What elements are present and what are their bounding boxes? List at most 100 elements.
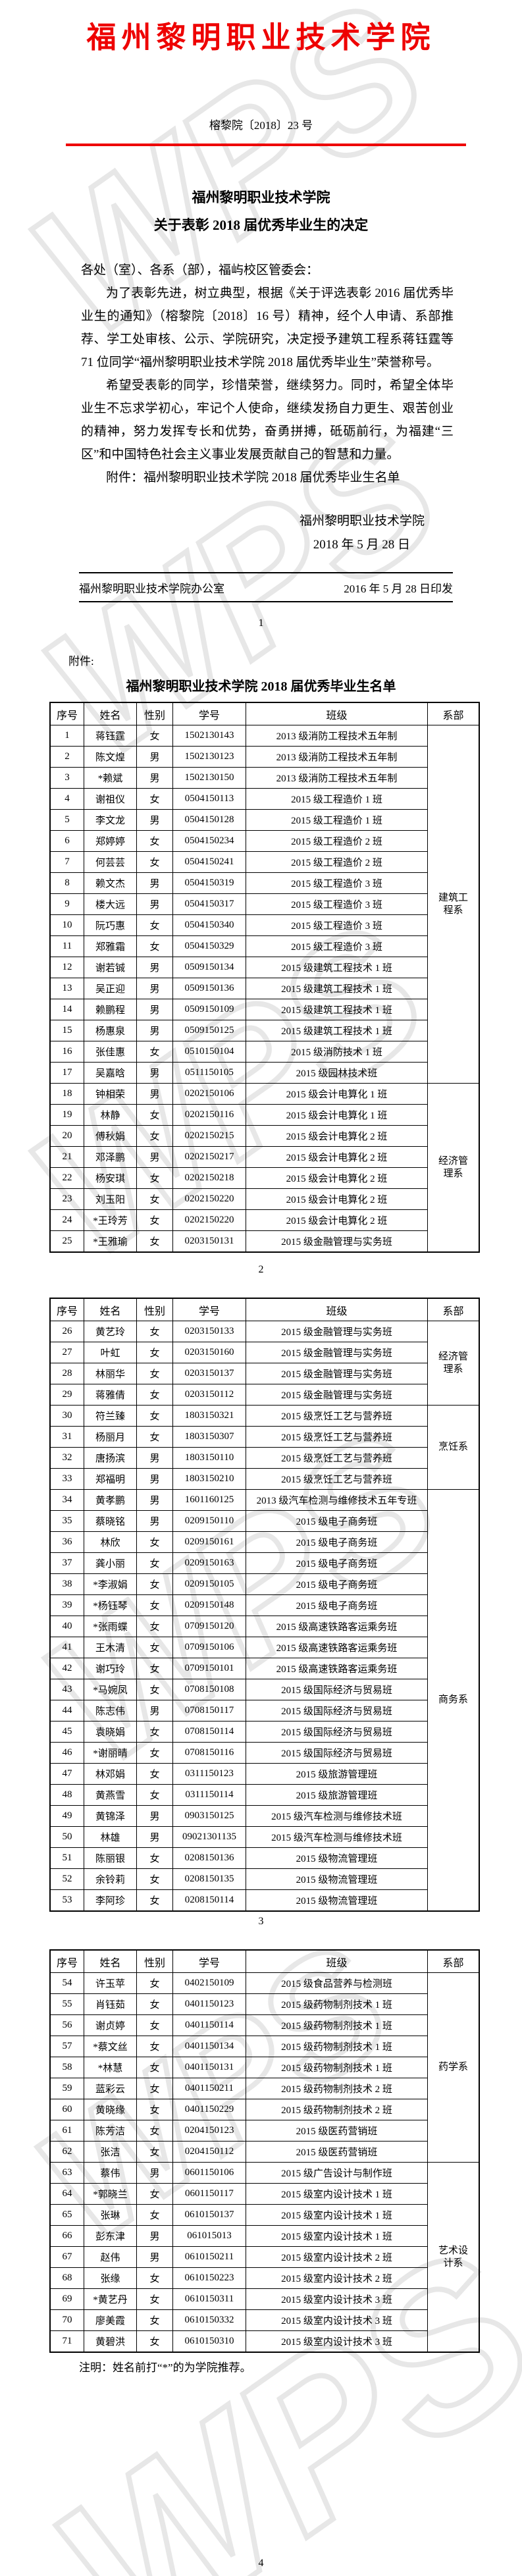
student-row: 23 刘玉阳女 0202150220 2015 级会计电算化 2 班 [49,1188,479,1210]
body-paragraph: 为了表彰先进，树立典型，根据《关于评选表彰 2016 届优秀毕业生的通知》（榕黎… [81,286,454,369]
student-row: 31 杨丽月女 1803150307 2015 级烹饪工艺与营养班 [49,1426,479,1448]
name-cell: 张琳 [84,2204,137,2226]
student-id-cell: 0504150319 [172,872,246,894]
student-id-cell: 0509150134 [172,957,246,978]
class-cell: 2013 级消防工程技术五年制 [246,746,428,768]
gender-cell: 男 [136,893,173,915]
name-cell: 钟相荣 [84,1083,137,1105]
department-cell: 艺术设计系 [427,2162,480,2353]
column-header: 系部 [427,1298,480,1321]
class-cell: 2015 级国际经济与贸易班 [246,1679,428,1700]
class-cell: 2013 级消防工程技术五年制 [246,767,428,789]
class-cell: 2015 级药物制剂技术 2 班 [246,2078,428,2099]
gender-cell: 男 [136,1510,173,1532]
student-row: 45 袁晓娟女 0708150114 2015 级国际经济与贸易班 [49,1721,479,1743]
seq-cell: 7 [49,851,84,873]
gender-cell: 女 [136,1552,173,1574]
column-header: 姓名 [84,702,137,725]
student-row: 8 赖文杰男 0504150319 2015 级工程造价 3 班 [49,872,479,894]
gender-cell: 男 [136,957,173,978]
name-cell: 谢若铖 [84,957,137,978]
class-cell: 2015 级高速铁路客运乘务班 [246,1637,428,1658]
class-cell: 2015 级烹饪工艺与营养班 [246,1426,428,1448]
gender-cell: 女 [136,788,173,810]
student-id-cell: 1502130143 [172,725,246,747]
page-number: 1 [258,618,264,629]
seq-cell: 44 [49,1700,84,1722]
seq-cell: 54 [49,1972,84,1994]
student-id-cell: 0601150117 [172,2183,246,2205]
student-row: 53 李阿珍女 0208150114 2015 级物流管理班 [49,1889,479,1912]
class-cell: 2015 级电子商务班 [246,1531,428,1553]
notice-body: 各处（室）、各系（部），福屿校区管委会： 为了表彰先进，树立典型，根据《关于评选… [81,259,454,489]
student-id-cell: 0709150101 [172,1658,246,1679]
student-id-cell: 0209150148 [172,1594,246,1616]
notice-title-line2: 关于表彰 2018 届优秀毕业生的决定 [153,217,369,233]
student-row: 55 肖钰茹女 0401150123 2015 级药物制剂技术 1 班 [49,1993,479,2015]
student-id-cell: 0208150114 [172,1889,246,1912]
seq-cell: 9 [49,893,84,915]
student-row: 62 张洁女 0204150112 2015 级医药营销班 [49,2141,479,2163]
seq-cell: 63 [49,2162,84,2184]
name-cell: 黄燕雪 [84,1784,137,1806]
gender-cell: 女 [136,1679,173,1700]
gender-cell: 男 [136,809,173,831]
class-cell: 2015 级会计电算化 2 班 [246,1209,428,1231]
student-id-cell: 0311150114 [172,1784,246,1806]
student-id-cell: 1803150210 [172,1468,246,1490]
name-cell: *赖斌 [84,767,137,789]
student-row: 70 廖美霞女 0610150332 2015 级室内设计技术 3 班 [49,2309,479,2331]
name-cell: *蔡文丝 [84,2036,137,2057]
seq-cell: 62 [49,2141,84,2163]
class-cell: 2015 级室内设计技术 3 班 [246,2288,428,2310]
column-header: 性别 [136,1949,173,1973]
column-header: 学号 [172,702,246,725]
name-cell: *黄艺丹 [84,2288,137,2310]
student-id-cell: 0601150106 [172,2162,246,2184]
gender-cell: 女 [136,1763,173,1785]
student-id-cell: 1803150307 [172,1426,246,1448]
student-id-cell: 1601160125 [172,1489,246,1511]
gender-cell: 男 [136,1062,173,1084]
class-cell: 2015 级室内设计技术 1 班 [246,2183,428,2205]
gender-cell: 女 [136,2099,173,2120]
student-row: 47 林邓娟女 0311150123 2015 级旅游管理班 [49,1763,479,1785]
student-row: 2 陈文煌男 1502130123 2013 级消防工程技术五年制 [49,746,479,768]
class-cell: 2015 级药物制剂技术 2 班 [246,2099,428,2120]
student-row: 54 许玉苹女 0402150109 2015 级食品营养与检测班 药学系 [49,1972,480,2163]
seq-cell: 70 [49,2309,84,2331]
body-paragraph: 希望受表彰的同学，珍惜荣誉，继续努力。同时，希望全体毕业生不忘求学初心，牢记个人… [81,379,454,461]
student-id-cell: 1502130123 [172,746,246,768]
class-cell: 2015 级室内设计技术 3 班 [246,2330,428,2353]
student-id-cell: 0203150137 [172,1363,246,1384]
name-cell: 谢祖仪 [84,788,137,810]
name-cell: 吴正迎 [84,978,137,999]
gender-cell: 男 [136,2246,173,2268]
name-cell: 杨丽月 [84,1426,137,1448]
name-cell: 廖美霞 [84,2309,137,2331]
student-id-cell: 0708150114 [172,1721,246,1743]
student-row: 58 *林慧女 0401150131 2015 级药物制剂技术 1 班 [49,2057,479,2078]
gender-cell: 女 [136,1721,173,1743]
class-cell: 2015 级建筑工程技术 1 班 [246,999,428,1020]
class-cell: 2015 级金融管理与实务班 [246,1342,428,1363]
gender-cell: 女 [136,1993,173,2015]
letterhead-divider [66,144,466,146]
gender-cell: 女 [136,2078,173,2099]
student-id-cell: 0208150135 [172,1868,246,1890]
gender-cell: 男 [136,2225,173,2247]
student-row: 14 赖鹏程男 0509150109 2015 级建筑工程技术 1 班 [49,999,479,1020]
student-id-cell: 0209150110 [172,1510,246,1532]
seq-cell: 15 [49,1020,84,1041]
student-row: 19 林静女 0202150116 2015 级会计电算化 1 班 [49,1104,479,1126]
gender-cell: 女 [136,1594,173,1616]
seq-cell: 68 [49,2267,84,2289]
seq-cell: 35 [49,1510,84,1532]
class-cell: 2015 级汽车检测与维修技术班 [246,1826,428,1848]
seq-cell: 50 [49,1826,84,1848]
gender-cell: 女 [136,914,173,936]
name-cell: 刘玉阳 [84,1188,137,1210]
student-id-cell: 0401150123 [172,1993,246,2015]
student-id-cell: 0202150116 [172,1104,246,1126]
class-cell: 2015 级旅游管理班 [246,1763,428,1785]
